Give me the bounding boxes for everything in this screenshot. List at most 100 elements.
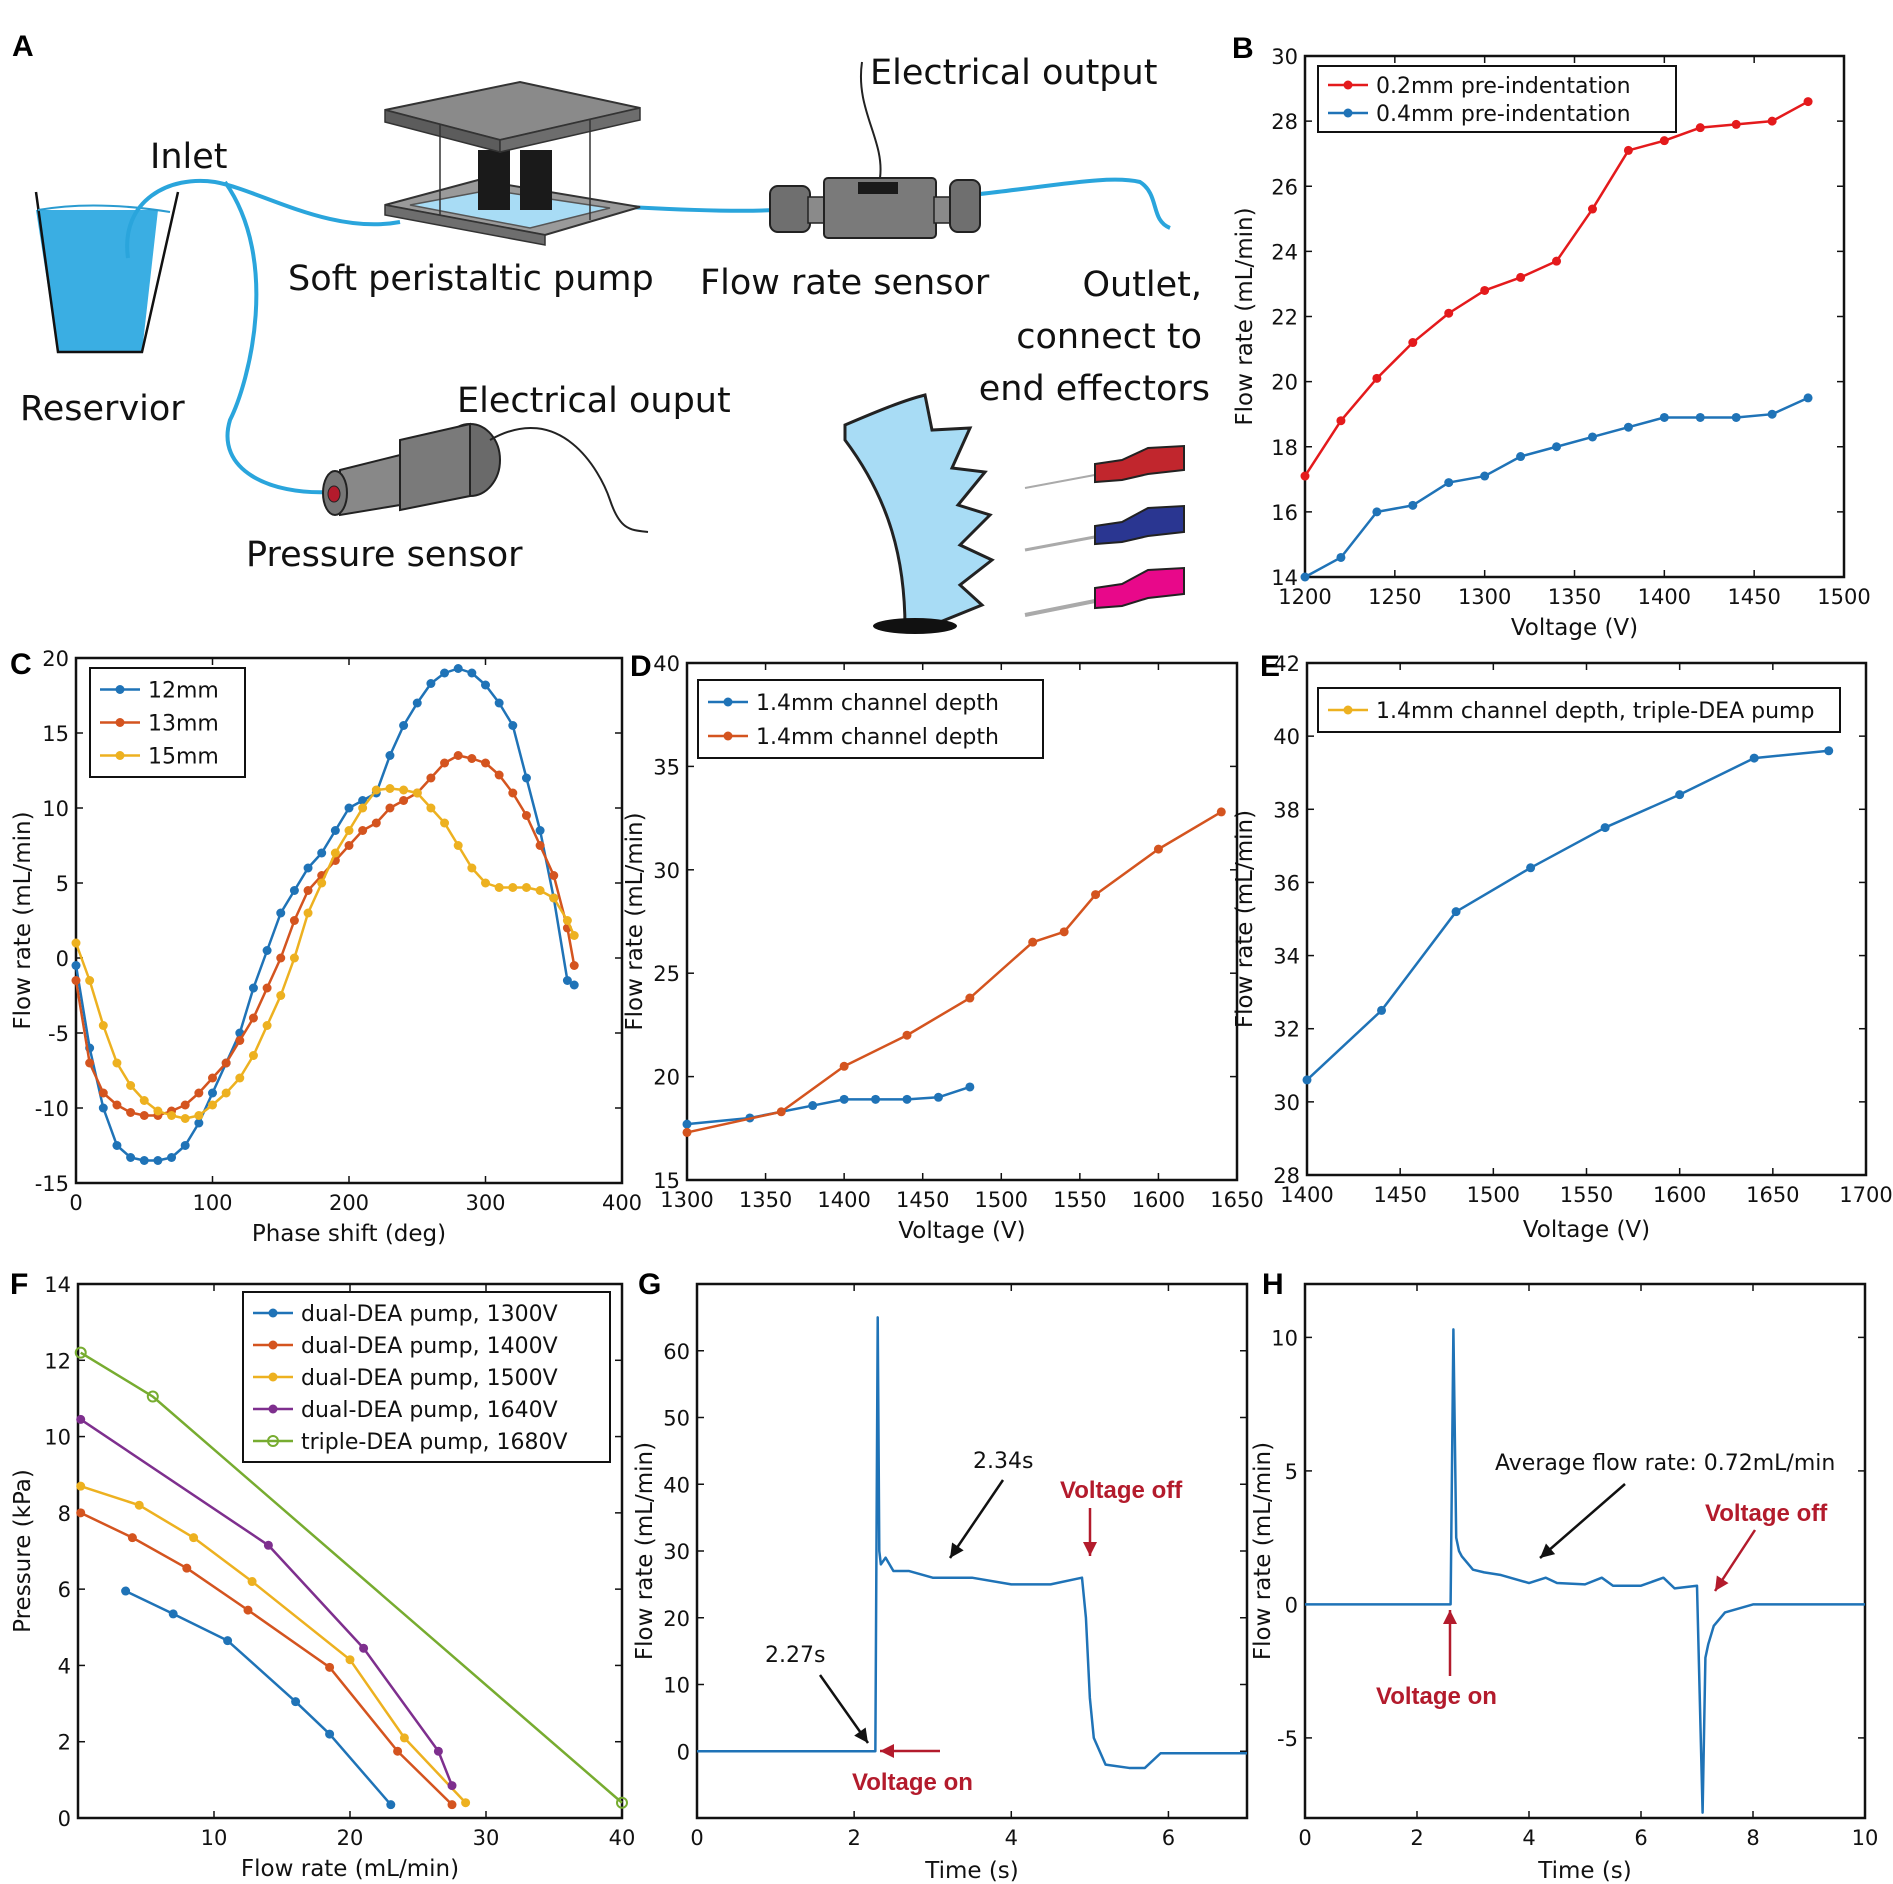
data-point	[180, 1141, 190, 1150]
data-point	[1600, 823, 1610, 833]
x-tick-label: 200	[329, 1191, 369, 1215]
legend-marker	[268, 1404, 278, 1414]
x-tick-label: 1550	[1053, 1188, 1106, 1212]
data-point	[1587, 204, 1597, 214]
data-point	[235, 1073, 245, 1083]
data-point	[223, 1636, 233, 1646]
data-point	[1372, 507, 1382, 517]
plot-frame	[1303, 54, 1846, 579]
x-tick-label: 1500	[1817, 585, 1870, 609]
y-tick-label: 40	[653, 652, 680, 676]
data-point	[263, 1540, 273, 1550]
x-tick-label: 8	[1746, 1826, 1759, 1850]
data-point	[74, 1346, 87, 1359]
data-point	[1659, 412, 1669, 422]
data-point	[180, 1114, 190, 1123]
y-tick-label: 30	[1271, 45, 1298, 69]
y-tick-label: 32	[1273, 1018, 1300, 1042]
data-point	[1695, 412, 1705, 422]
data-point	[345, 1655, 355, 1665]
x-axis-label: Flow rate (mL/min)	[241, 1856, 459, 1882]
data-point	[1552, 442, 1562, 452]
data-point	[549, 871, 559, 880]
data-point	[1731, 412, 1741, 422]
data-point	[385, 803, 395, 813]
data-point	[494, 698, 504, 708]
y-tick-label: 25	[653, 962, 680, 986]
electrical-wire-top	[859, 61, 882, 179]
data-point	[494, 883, 504, 892]
x-tick-label: 2	[1410, 1826, 1423, 1850]
reservoir-label: Reservior	[20, 389, 185, 429]
data-point	[330, 848, 340, 858]
y-axis-label: Flow rate (mL/min)	[10, 811, 36, 1029]
y-tick-label: -10	[35, 1097, 69, 1121]
data-point	[126, 1153, 136, 1162]
data-point	[1444, 308, 1454, 318]
series-line	[80, 1511, 453, 1806]
x-tick-label: 1200	[1278, 585, 1331, 609]
annotation-arrow-2-34s-head	[950, 1542, 964, 1558]
annotation-voltage-on: Voltage on	[1376, 1683, 1497, 1710]
data-point	[1767, 116, 1777, 126]
data-point	[208, 1073, 217, 1083]
data-point	[682, 1119, 692, 1129]
data-point	[168, 1609, 178, 1619]
x-tick-label: 1450	[896, 1188, 949, 1212]
y-tick-label: 20	[653, 1066, 680, 1090]
data-point	[385, 751, 395, 760]
legend-label: 13mm	[148, 712, 219, 737]
data-point	[1451, 907, 1461, 917]
data-point	[1377, 1005, 1387, 1015]
data-point	[440, 668, 450, 678]
data-point	[494, 770, 504, 780]
electrical-output-pressure-label: Electrical ouput	[457, 381, 731, 421]
legend-label: dual-DEA pump, 1500V	[301, 1366, 558, 1391]
annotation-arrow-2-34s-shaft	[948, 1479, 1005, 1559]
data-point	[71, 976, 81, 985]
x-tick-label: 1250	[1368, 585, 1421, 609]
chart-c: 0 100 200 300 400 -15 -10 -5 0 5 10 15 20 Phase shift…	[10, 647, 642, 1247]
data-point	[481, 680, 490, 690]
data-point	[453, 664, 463, 673]
data-point	[839, 1061, 849, 1071]
data-point	[399, 796, 409, 805]
panel-letter-c: C	[10, 648, 32, 681]
legend-marker	[267, 1435, 279, 1447]
data-point	[1480, 471, 1490, 481]
data-point	[616, 1796, 628, 1809]
legend-label: triple-DEA pump, 1680V	[301, 1430, 568, 1455]
data-point	[1731, 119, 1741, 129]
y-axis-label: Pressure (kPa)	[10, 1469, 36, 1633]
y-axis-label: Flow rate (mL/min)	[1232, 207, 1258, 425]
data-point	[221, 1058, 231, 1068]
data-point	[317, 878, 327, 888]
y-tick-label: 2	[58, 1731, 71, 1755]
chart-b: 1200 1250 1300 1350 1400 1450 1500 14 16 18 20 22 24…	[1232, 45, 1871, 641]
data-point	[153, 1106, 163, 1116]
y-tick-label: 60	[663, 1340, 690, 1364]
data-point	[1516, 452, 1526, 462]
panel-letter-g: G	[638, 1268, 661, 1301]
annotation-2-27s: 2.27s	[765, 1643, 825, 1668]
x-tick-label: 4	[1005, 1826, 1018, 1850]
electrical-wire-pressure	[489, 426, 649, 533]
x-tick-label: 1350	[1548, 585, 1601, 609]
data-point	[127, 1533, 137, 1543]
flow-sensor-label: Flow rate sensor	[700, 263, 990, 303]
data-point	[569, 980, 579, 990]
data-point	[112, 1058, 122, 1068]
data-point	[535, 826, 545, 835]
y-axis-label: Flow rate (mL/min)	[1232, 810, 1258, 1028]
data-point	[1300, 471, 1310, 481]
series-line	[74, 787, 576, 1120]
data-point	[399, 1733, 409, 1743]
data-point	[1059, 927, 1069, 937]
plot-frame	[685, 661, 1239, 1182]
data-point	[243, 1605, 253, 1615]
data-point	[385, 784, 395, 793]
x-tick-label: 1300	[660, 1188, 713, 1212]
data-point	[167, 1153, 177, 1162]
data-point	[221, 1088, 231, 1098]
y-tick-label: 20	[42, 647, 69, 671]
